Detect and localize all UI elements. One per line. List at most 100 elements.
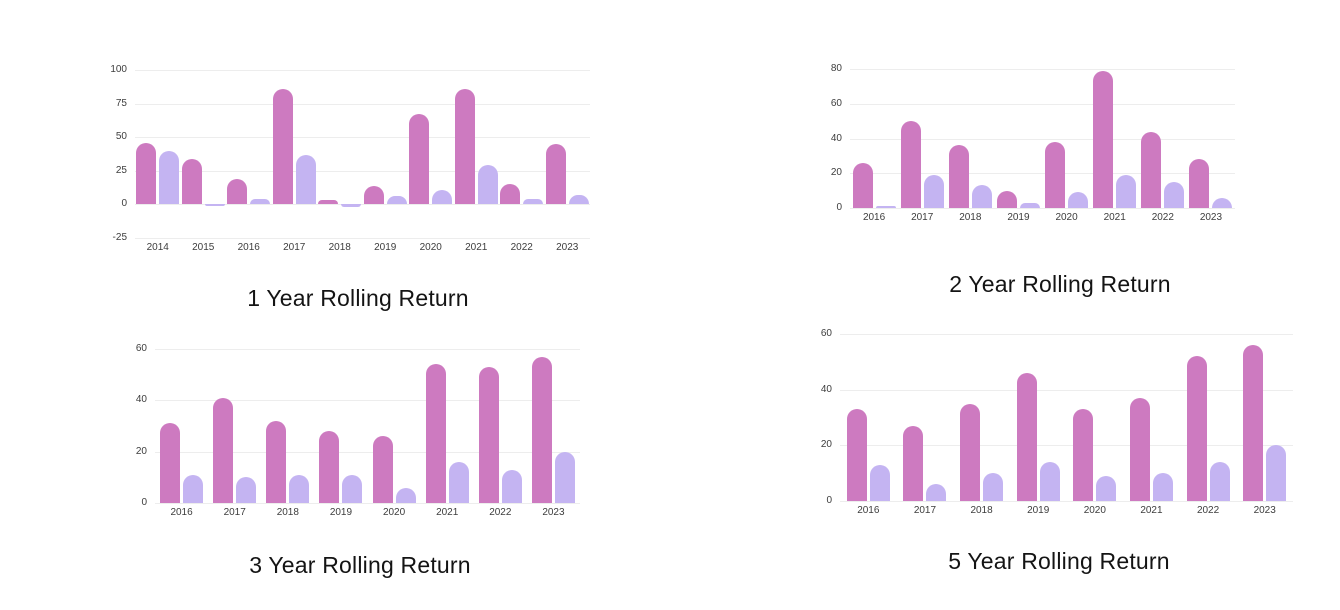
gridline (850, 69, 1235, 70)
bar-pink-2022 (500, 184, 521, 205)
y-axis-tick-label: 0 (836, 202, 842, 213)
bar-lavender-2020 (1096, 475, 1117, 501)
bar-lavender-2017 (923, 174, 944, 208)
x-axis-tick-label: 2020 (419, 242, 442, 253)
bar-lavender-2015 (204, 204, 225, 206)
x-axis-tick-label: 2022 (510, 242, 533, 253)
bar-pink-2021 (1093, 70, 1114, 208)
bar-lavender-2021 (448, 461, 469, 503)
bar-lavender-2020 (432, 189, 453, 205)
gridline (135, 238, 590, 239)
bar-lavender-2022 (501, 469, 522, 503)
bar-pink-2022 (1141, 131, 1162, 208)
x-axis-tick-label: 2023 (556, 242, 579, 253)
bar-lavender-2023 (1266, 445, 1287, 501)
bar-lavender-2019 (1039, 462, 1060, 501)
x-axis-tick-label: 2020 (382, 507, 406, 518)
bar-pink-2020 (372, 436, 393, 503)
gridline (840, 389, 1293, 391)
gridline (840, 445, 1293, 447)
x-axis-tick-label: 2022 (1151, 212, 1174, 223)
x-axis-tick-label: 2023 (1199, 212, 1223, 223)
bar-lavender-2017 (295, 154, 316, 205)
gridline (840, 334, 1293, 335)
gridline (155, 349, 580, 350)
gridline (135, 137, 590, 139)
gridline (850, 208, 1235, 209)
bar-lavender-2019 (342, 474, 363, 503)
bar-pink-2018 (948, 145, 969, 208)
bar-lavender-2022 (1164, 181, 1185, 208)
x-axis-tick-label: 2014 (146, 242, 169, 253)
chart-title-1-year: 1 Year Rolling Return (247, 285, 469, 311)
x-axis-tick-label: 2017 (913, 505, 937, 516)
bar-lavender-2016 (183, 474, 204, 503)
bar-pink-2021 (1129, 398, 1150, 501)
x-axis-tick-label: 2015 (192, 242, 215, 253)
bar-pink-2020 (1073, 409, 1094, 501)
bar-pink-2020 (409, 114, 430, 205)
x-axis-tick-label: 2016 (862, 212, 886, 223)
bar-pink-2020 (1045, 141, 1066, 208)
x-axis-tick-label: 2016 (170, 507, 193, 518)
y-axis-tick-label: 60 (135, 343, 147, 354)
bar-pink-2016 (160, 423, 181, 503)
bar-lavender-2016 (875, 206, 896, 208)
chart-title-5-year: 5 Year Rolling Return (948, 548, 1170, 574)
y-axis-tick-label: -25 (112, 232, 127, 243)
bar-pink-2017 (900, 121, 921, 208)
x-axis-tick-label: 2020 (1055, 212, 1078, 223)
y-axis-tick-label: 40 (820, 383, 832, 395)
x-axis-tick-label: 2019 (374, 242, 397, 253)
bar-pink-2017 (903, 425, 924, 501)
y-axis-tick-label: 40 (830, 132, 842, 144)
y-axis-tick-label: 75 (115, 97, 127, 109)
x-axis-tick-label: 2018 (970, 505, 993, 516)
bar-pink-2014 (136, 142, 157, 205)
bar-lavender-2018 (289, 474, 310, 503)
y-axis-tick-label: 20 (135, 445, 147, 457)
bar-lavender-2016 (250, 199, 271, 205)
bar-pink-2018 (960, 403, 981, 501)
x-axis-tick-label: 2021 (1140, 505, 1163, 516)
bar-lavender-2023 (1212, 197, 1233, 208)
plot-area-3-year: 60 40 20 0 2016 2017 2018 2019 2020 2021 2022 2023 (136, 343, 580, 518)
y-axis-tick-label: 80 (830, 63, 842, 74)
bar-lavender-2018 (983, 473, 1004, 501)
bar-pink-2019 (363, 185, 384, 205)
x-axis-tick-label: 2017 (283, 242, 306, 253)
gridline (155, 400, 580, 402)
y-axis-tick-label: 0 (826, 495, 832, 506)
bar-lavender-2018 (341, 204, 362, 208)
plot-area-1-year: 100 75 50 25 0 -25 2014 2015 2016 2017 2018 2019 202… (110, 64, 590, 253)
bar-pink-2018 (318, 200, 339, 205)
y-axis-tick-label: 20 (830, 167, 842, 179)
x-axis-tick-label: 2018 (276, 507, 299, 518)
chart-title-2-year: 2 Year Rolling Return (949, 271, 1171, 297)
x-axis-tick-label: 2020 (1083, 505, 1106, 516)
x-axis-tick-label: 2016 (237, 242, 260, 253)
bar-lavender-2019 (386, 196, 407, 205)
gridline (135, 70, 590, 71)
bar-pink-2018 (266, 420, 287, 503)
x-axis-tick-label: 2022 (1196, 505, 1220, 516)
y-axis-tick-label: 60 (830, 97, 842, 109)
bar-lavender-2022 (1209, 462, 1230, 501)
y-axis-tick-label: 0 (121, 198, 127, 210)
gridline (155, 503, 580, 504)
y-axis-tick-label: 25 (115, 164, 127, 176)
bar-pink-2017 (213, 397, 234, 503)
x-axis-tick-label: 2018 (328, 242, 351, 253)
y-axis-tick-label: 50 (115, 131, 127, 143)
x-axis-tick-label: 2021 (436, 507, 459, 518)
y-axis-tick-label: 100 (110, 64, 127, 75)
bar-pink-2022 (1186, 356, 1207, 501)
bar-pink-2016 (852, 162, 873, 208)
x-axis-tick-label: 2017 (223, 507, 246, 518)
x-axis-tick-label: 2019 (329, 507, 353, 518)
bar-lavender-2018 (971, 185, 992, 208)
gridline (155, 451, 580, 453)
bar-lavender-2020 (1068, 192, 1089, 208)
y-axis-tick-label: 40 (135, 394, 147, 406)
